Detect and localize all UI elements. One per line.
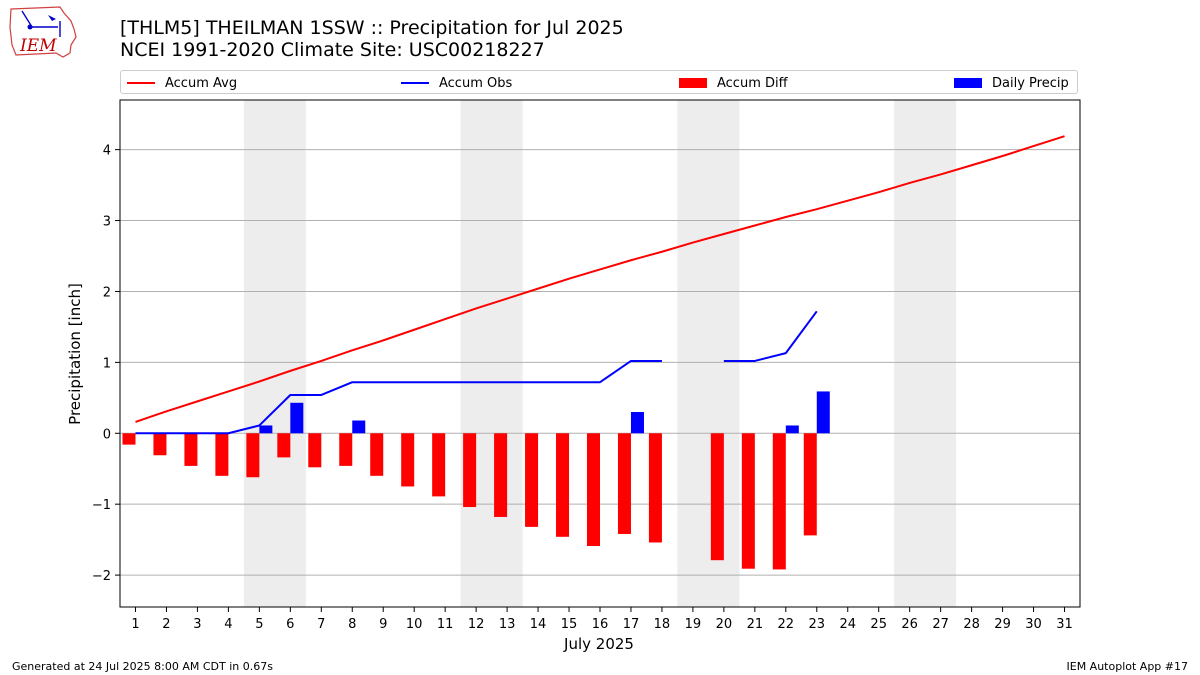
daily-precip-bar bbox=[259, 425, 273, 434]
legend-label-accum-avg: Accum Avg bbox=[165, 75, 238, 91]
x-tick-label: 2 bbox=[162, 617, 170, 632]
x-tick-label: 4 bbox=[224, 617, 232, 632]
x-tick-label: 26 bbox=[901, 617, 918, 632]
x-tick-label: 25 bbox=[870, 617, 887, 632]
x-tick-label: 11 bbox=[437, 617, 454, 632]
accum-diff-bar bbox=[153, 433, 167, 456]
daily-precip-bar bbox=[785, 425, 799, 434]
x-tick-label: 28 bbox=[963, 617, 980, 632]
x-tick-label: 16 bbox=[592, 617, 609, 632]
x-tick-label: 15 bbox=[561, 617, 578, 632]
x-tick-label: 8 bbox=[348, 617, 356, 632]
accum-diff-bar bbox=[122, 433, 136, 445]
logo-text: IEM bbox=[19, 36, 57, 56]
x-tick-label: 7 bbox=[317, 617, 325, 632]
weekend-band-2 bbox=[460, 100, 523, 607]
accum-diff-bar bbox=[308, 433, 322, 468]
x-tick-label: 23 bbox=[809, 617, 826, 632]
accum-diff-bar bbox=[741, 433, 755, 569]
legend-item-accum-obs: Accum Obs bbox=[401, 74, 512, 92]
legend-label-accum-obs: Accum Obs bbox=[439, 75, 513, 91]
accum-diff-bar bbox=[463, 433, 477, 508]
accum-diff-bar bbox=[648, 433, 662, 543]
y-tick-label: 1 bbox=[103, 356, 111, 371]
accum-diff-bar bbox=[556, 433, 570, 537]
legend-swatch-daily-precip bbox=[954, 78, 982, 88]
legend-swatch-accum-avg bbox=[127, 82, 155, 84]
x-tick-label: 27 bbox=[932, 617, 949, 632]
accum-diff-bar bbox=[370, 433, 384, 476]
x-tick-label: 29 bbox=[994, 617, 1011, 632]
daily-precip-bar bbox=[352, 420, 366, 434]
daily-precip-bar bbox=[816, 391, 830, 434]
legend-item-daily-precip: Daily Precip bbox=[954, 74, 1069, 92]
legend-item-accum-diff: Accum Diff bbox=[679, 74, 788, 92]
legend-item-accum-avg: Accum Avg bbox=[127, 74, 237, 92]
daily-precip-bar bbox=[630, 412, 644, 434]
accum-diff-bar bbox=[803, 433, 817, 536]
accum-obs-line bbox=[135, 359, 662, 435]
y-tick-label: 3 bbox=[103, 215, 111, 230]
iem-logo: IEM bbox=[8, 5, 80, 61]
daily-precip-bar bbox=[290, 402, 304, 434]
accum-diff-bar bbox=[277, 433, 291, 458]
x-tick-label: 18 bbox=[654, 617, 671, 632]
x-tick-label: 6 bbox=[286, 617, 294, 632]
x-tick-label: 14 bbox=[530, 617, 547, 632]
y-tick-label: −2 bbox=[92, 569, 111, 584]
y-tick-label: 2 bbox=[103, 285, 111, 300]
accum-diff-bar bbox=[246, 433, 260, 478]
y-tick-label: −1 bbox=[92, 498, 111, 513]
x-tick-label: 17 bbox=[623, 617, 640, 632]
accum-diff-bar bbox=[494, 433, 508, 517]
legend-swatch-accum-diff bbox=[679, 78, 707, 88]
x-tick-label: 5 bbox=[255, 617, 263, 632]
accum-diff-bar bbox=[710, 433, 724, 561]
x-axis-label: July 2025 bbox=[563, 635, 634, 653]
accum-diff-bar bbox=[401, 433, 415, 487]
chart-title: [THLM5] THEILMAN 1SSW :: Precipitation f… bbox=[120, 17, 624, 61]
legend-label-accum-diff: Accum Diff bbox=[717, 75, 788, 91]
accum-diff-bar bbox=[525, 433, 539, 527]
x-tick-label: 12 bbox=[468, 617, 485, 632]
x-tick-label: 13 bbox=[499, 617, 516, 632]
y-tick-label: 4 bbox=[103, 144, 111, 159]
x-tick-label: 9 bbox=[379, 617, 387, 632]
x-tick-label: 1 bbox=[131, 617, 139, 632]
accum-diff-bar bbox=[339, 433, 353, 466]
accum-diff-bar bbox=[617, 433, 631, 534]
title-line-2: NCEI 1991-2020 Climate Site: USC00218227 bbox=[120, 39, 545, 61]
accum-avg-line bbox=[135, 135, 1065, 423]
y-tick-label: 0 bbox=[103, 427, 111, 442]
weekend-band-3 bbox=[677, 100, 740, 607]
accum-obs-line bbox=[723, 310, 818, 362]
accum-diff-bar bbox=[586, 433, 600, 547]
footer-generated: Generated at 24 Jul 2025 8:00 AM CDT in … bbox=[12, 660, 273, 673]
title-line-1: [THLM5] THEILMAN 1SSW :: Precipitation f… bbox=[120, 17, 624, 39]
accum-diff-bar bbox=[184, 433, 198, 466]
footer-app: IEM Autoplot App #17 bbox=[1066, 660, 1189, 673]
legend-label-daily-precip: Daily Precip bbox=[992, 75, 1069, 91]
weekend-band-4 bbox=[894, 100, 957, 607]
x-tick-label: 10 bbox=[406, 617, 423, 632]
accum-diff-bar bbox=[215, 433, 229, 476]
legend-swatch-accum-obs bbox=[401, 82, 429, 84]
x-tick-label: 19 bbox=[685, 617, 702, 632]
y-axis-label: Precipitation [inch] bbox=[66, 283, 84, 425]
accum-diff-bar bbox=[772, 433, 786, 570]
x-tick-label: 22 bbox=[778, 617, 795, 632]
x-tick-label: 30 bbox=[1025, 617, 1042, 632]
x-tick-label: 24 bbox=[839, 617, 856, 632]
x-tick-label: 31 bbox=[1056, 617, 1073, 632]
x-tick-label: 3 bbox=[193, 617, 201, 632]
legend: Accum Avg Accum Obs Accum Diff Daily Pre… bbox=[120, 70, 1078, 94]
x-tick-label: 20 bbox=[716, 617, 733, 632]
x-tick-label: 21 bbox=[747, 617, 764, 632]
weekend-band-1 bbox=[243, 100, 306, 607]
accum-diff-bar bbox=[432, 433, 446, 497]
